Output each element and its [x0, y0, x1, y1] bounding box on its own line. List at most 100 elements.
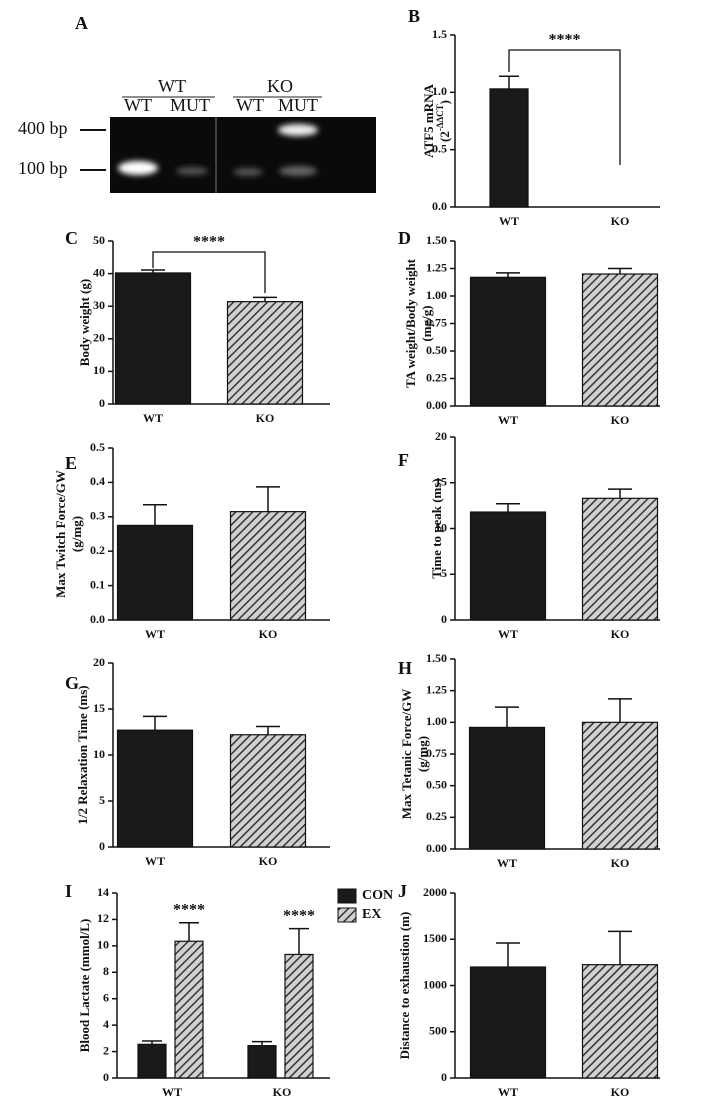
y-tick-label: 500 [429, 1024, 447, 1038]
error-bar [499, 75, 519, 89]
y-axis-label: (mg/g) [419, 305, 434, 341]
x-tick-label: WT [497, 856, 517, 870]
y-tick-label: 0.4 [90, 474, 105, 488]
y-tick-label: 8 [103, 964, 109, 978]
bar [226, 301, 304, 405]
error-bar [496, 942, 520, 967]
gel-band [233, 168, 263, 176]
y-axis-label: Max Twitch Force/GW [53, 470, 68, 598]
error-bar [256, 725, 280, 735]
marker-label: 400 bp [18, 118, 68, 138]
bar [581, 964, 659, 1079]
error-bar [253, 296, 277, 302]
chart-panel: D TA weight/Body weight (mg/g) 0.00 0.25 0.50… [398, 228, 660, 427]
y-tick-label: 20 [435, 429, 447, 443]
y-axis-label: Max Tetanic Force/GW [399, 689, 414, 819]
x-tick-label: WT [498, 413, 518, 427]
error-bar [143, 715, 167, 731]
x-tick-label: KO [611, 627, 630, 641]
x-tick-label: KO [611, 1085, 630, 1099]
gel [110, 117, 376, 193]
bar [174, 940, 204, 1079]
y-axis-label: TA weight/Body weight [403, 258, 418, 388]
y-tick-label: 0.25 [426, 370, 447, 384]
error-bar [496, 272, 520, 278]
bar [247, 1045, 277, 1079]
panel-letter: E [65, 453, 77, 473]
y-tick-label: 0.25 [426, 809, 447, 823]
error-bar [608, 930, 632, 965]
chart-panel: C Body weight (g) 0 10 20 30 40 50 WT KO **** [65, 228, 330, 425]
bar [469, 276, 547, 407]
error-bar [252, 1040, 272, 1046]
bar [581, 721, 659, 850]
y-tick-label: 2 [103, 1043, 109, 1057]
y-tick-label: 0.50 [426, 343, 447, 357]
x-tick-label: KO [611, 856, 630, 870]
bar [469, 511, 547, 621]
gel-band [278, 124, 318, 136]
legend-label: EX [362, 907, 381, 922]
y-tick-label: 0.2 [90, 543, 105, 557]
y-axis-label: Blood Lactate (mmol/L) [77, 919, 92, 1053]
bar [229, 511, 307, 621]
legend-swatch [337, 907, 357, 923]
y-tick-label: 6 [103, 990, 109, 1004]
error-bar [496, 503, 520, 513]
panel-letter: G [65, 673, 79, 693]
bar [116, 729, 194, 848]
y-tick-label: 5 [441, 566, 447, 580]
significance-label: **** [193, 234, 225, 251]
error-bar [495, 706, 519, 728]
panel-letter: H [398, 658, 412, 678]
x-tick-label: KO [256, 411, 275, 425]
group-label: WT [158, 76, 186, 96]
x-tick-label: WT [162, 1085, 182, 1099]
error-bar [141, 269, 165, 273]
y-tick-label: 0.50 [426, 777, 447, 791]
y-tick-label: 0.5 [432, 141, 447, 155]
gel-band [279, 166, 317, 176]
y-tick-label: 0 [99, 396, 105, 410]
error-bar [608, 488, 632, 499]
chart-panel: H Max Tetanic Force/GW (g/mg) 0.00 0.25 0.50 0… [398, 651, 660, 870]
y-tick-label: 10 [435, 520, 447, 534]
y-axis-label: ATF5 mRNA [421, 84, 436, 158]
y-axis-label-part: (2 [437, 131, 452, 142]
error-bar [179, 921, 199, 942]
y-tick-label: 40 [93, 265, 105, 279]
y-tick-label: 1.25 [426, 260, 447, 274]
panel-letter: I [65, 881, 72, 901]
y-tick-label: 0.00 [426, 841, 447, 855]
y-axis-label: Body weight (g) [77, 279, 92, 366]
y-tick-label: 1500 [423, 931, 447, 945]
x-tick-label: KO [611, 413, 630, 427]
y-tick-label: 0 [99, 839, 105, 853]
y-axis-label: Time to peak (ms) [429, 478, 444, 579]
y-tick-label: 0 [441, 612, 447, 626]
x-tick-label: WT [145, 627, 165, 641]
y-tick-label: 1.00 [426, 288, 447, 302]
gel-band [176, 167, 208, 175]
y-axis-label: 1/2 Relaxation Time (ms) [75, 685, 90, 824]
y-tick-label: 14 [97, 885, 109, 899]
significance-bracket [508, 49, 621, 165]
legend-label: CON [362, 888, 393, 903]
y-tick-label: 0 [103, 1070, 109, 1084]
bar [581, 273, 659, 407]
y-tick-label: 0.0 [432, 199, 447, 213]
y-axis-label-part: -ΔΔCT [435, 104, 445, 131]
y-tick-label: 0.75 [426, 746, 447, 760]
y-tick-label: 0.0 [90, 612, 105, 626]
lane-label: WT [236, 95, 264, 115]
chart-panel: J Distance to exhaustion (m) 0 500 1000 1500 2… [397, 881, 660, 1099]
gel-band [118, 161, 158, 175]
chart-panel: I Blood Lactate (mmol/L) 0 2 4 6 8 10 12 14 WT KO CO… [65, 881, 393, 1099]
bar [116, 524, 194, 621]
group-label: KO [267, 76, 293, 96]
y-tick-label: 15 [435, 475, 447, 489]
x-tick-label: WT [143, 411, 163, 425]
y-tick-label: 1.0 [432, 84, 447, 98]
y-tick-label: 12 [97, 911, 109, 925]
